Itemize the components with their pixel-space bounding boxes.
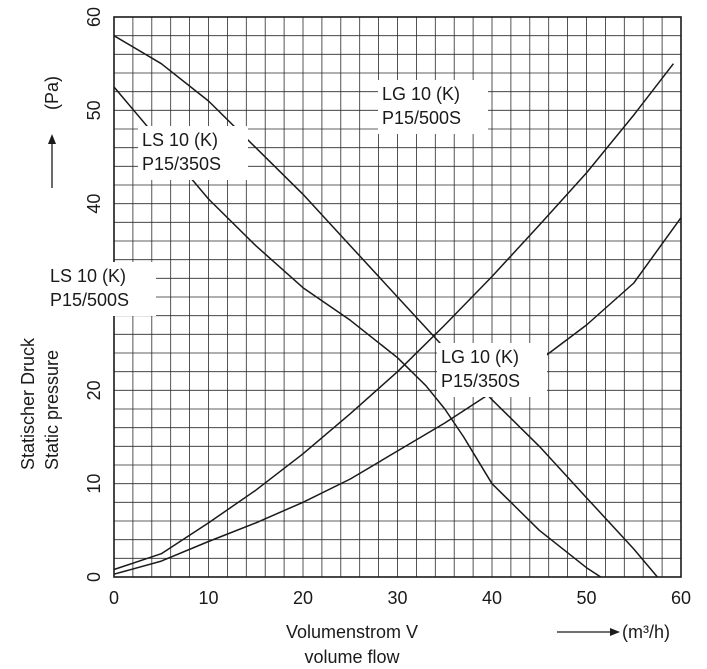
series-label: LG 10 (K) P15/350S <box>437 343 547 397</box>
series-line <box>113 35 658 578</box>
x-tick-label: 50 <box>576 588 596 608</box>
x-tick-label: 40 <box>482 588 502 608</box>
series-label-background <box>437 343 547 397</box>
x-tick-label: 20 <box>293 588 313 608</box>
series-label-background <box>46 262 156 316</box>
y-tick-label: 20 <box>84 380 104 400</box>
series-label-line: LG 10 (K) <box>441 347 519 367</box>
series-lines <box>113 35 682 578</box>
y-tick-label: 10 <box>84 474 104 494</box>
series-label-line: P15/500S <box>382 108 461 128</box>
x-tick-labels: 0 10 20 30 40 50 60 <box>109 588 691 608</box>
series-label-line: P15/350S <box>441 371 520 391</box>
series-line <box>113 63 674 571</box>
x-tick-label: 30 <box>387 588 407 608</box>
x-axis-label-english: volume flow <box>304 647 400 667</box>
x-unit-label: (m³/h) <box>622 622 670 642</box>
series-label-line: P15/350S <box>142 154 221 174</box>
series-line <box>113 217 682 575</box>
series-label: LS 10 (K) P15/500S <box>46 262 156 316</box>
x-unit-indicator: (m³/h) <box>557 622 670 642</box>
series-label-background <box>378 80 488 134</box>
y-axis-label-english: Static pressure <box>42 350 62 470</box>
series-label-line: P15/500S <box>50 290 129 310</box>
grid <box>114 17 681 577</box>
series-label-line: LS 10 (K) <box>142 130 218 150</box>
y-axis-label: Statischer Druck <box>18 337 38 470</box>
series-label-line: LS 10 (K) <box>50 266 126 286</box>
y-axis-titles: Statischer Druck Static pressure <box>18 337 62 470</box>
y-tick-label: 50 <box>84 100 104 120</box>
y-unit-label: (Pa) <box>42 76 62 110</box>
series-label: LG 10 (K) P15/500S <box>378 80 488 134</box>
y-unit-indicator: (Pa) <box>42 76 62 188</box>
y-unit-arrowhead <box>48 134 56 144</box>
series-label-line: LG 10 (K) <box>382 84 460 104</box>
x-unit-arrowhead <box>610 628 620 636</box>
x-axis-label: Volumenstrom V <box>286 622 418 642</box>
y-tick-label: 40 <box>84 194 104 214</box>
y-tick-label: 60 <box>84 7 104 27</box>
series-label-background <box>138 126 248 180</box>
series-label: LS 10 (K) P15/350S <box>138 126 248 180</box>
x-tick-label: 10 <box>198 588 218 608</box>
series-line <box>113 86 602 578</box>
x-tick-label: 60 <box>671 588 691 608</box>
y-tick-label: 0 <box>84 572 104 582</box>
x-tick-label: 0 <box>109 588 119 608</box>
